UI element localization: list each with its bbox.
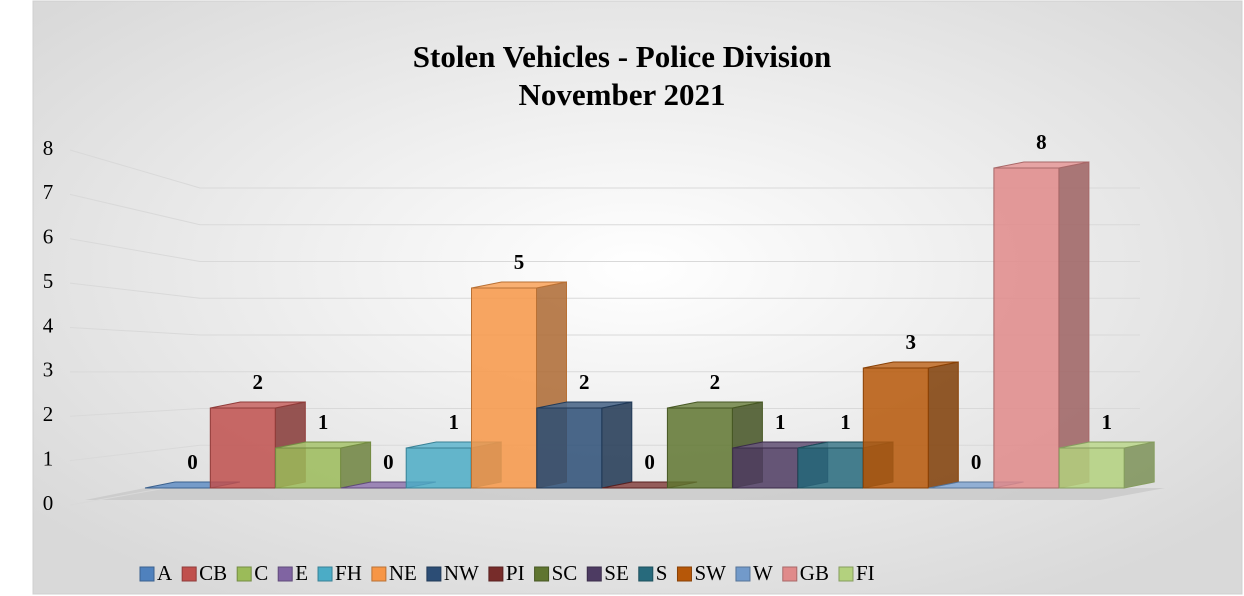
bar-front: [471, 287, 537, 489]
legend-label: SW: [694, 561, 726, 585]
grid-line: [69, 282, 1140, 299]
legend-swatch: [181, 566, 197, 582]
legend-swatch: [838, 566, 854, 582]
bar-front: [275, 447, 342, 489]
legend-swatch: [426, 566, 442, 582]
y-tick-label: 0: [43, 491, 54, 515]
bar-side: [601, 401, 633, 489]
y-tick-label: 6: [43, 225, 54, 249]
value-label: 0: [644, 450, 655, 474]
value-label: 0: [187, 450, 198, 474]
legend-swatch: [735, 566, 751, 582]
legend-swatch: [676, 566, 692, 582]
bar-front: [797, 447, 864, 489]
grid-line: [69, 327, 1140, 336]
value-label: 2: [579, 370, 590, 394]
grid-line: [69, 238, 1140, 262]
legend-label: CB: [199, 561, 227, 585]
y-tick-label: 2: [43, 402, 54, 426]
value-label: 1: [840, 410, 851, 434]
legend-swatch: [277, 566, 293, 582]
value-label: 8: [1036, 130, 1047, 154]
value-label: 1: [318, 410, 329, 434]
legend-label: S: [656, 561, 668, 585]
bar-side: [1123, 441, 1155, 489]
legend-label: GB: [800, 561, 829, 585]
bar-front: [405, 447, 472, 489]
legend-label: SE: [604, 561, 629, 585]
legend-label: PI: [506, 561, 525, 585]
bar: [536, 401, 633, 489]
legend-label: SC: [552, 561, 578, 585]
bar-side: [1058, 161, 1090, 489]
y-tick-label: 4: [43, 313, 54, 337]
value-label: 1: [775, 410, 786, 434]
legend-label: NE: [389, 561, 417, 585]
y-tick-label: 3: [43, 358, 54, 382]
legend-swatch: [236, 566, 252, 582]
chart-title: Stolen Vehicles - Police Division: [413, 39, 832, 74]
bar-front: [1058, 447, 1125, 489]
value-label: 5: [514, 250, 525, 274]
bar: [275, 441, 372, 489]
bar-front: [666, 407, 733, 489]
y-tick-label: 5: [43, 269, 54, 293]
floor: [85, 488, 1165, 500]
value-label: 2: [253, 370, 264, 394]
value-label: 2: [710, 370, 721, 394]
value-label: 1: [1101, 410, 1112, 434]
bar-front: [993, 167, 1060, 489]
y-tick-label: 1: [43, 446, 54, 470]
grid-line: [69, 193, 1140, 226]
legend-label: A: [157, 561, 173, 585]
grid-line: [69, 149, 1140, 189]
chart-subtitle: November 2021: [519, 77, 726, 112]
legend-swatch: [317, 566, 333, 582]
y-tick-label: 7: [43, 180, 54, 204]
legend-label: E: [295, 561, 308, 585]
bar: [993, 161, 1090, 489]
value-label: 0: [383, 450, 394, 474]
legend-swatch: [139, 566, 155, 582]
legend-swatch: [534, 566, 550, 582]
y-tick-label: 8: [43, 136, 54, 160]
legend-swatch: [586, 566, 602, 582]
value-label: 3: [906, 330, 917, 354]
legend-label: FH: [335, 561, 362, 585]
legend-swatch: [371, 566, 387, 582]
grid-line: [69, 408, 1140, 417]
legend-label: C: [254, 561, 268, 585]
legend-label: FI: [856, 561, 875, 585]
legend-swatch: [638, 566, 654, 582]
bar-front: [732, 447, 799, 489]
legend-label: W: [753, 561, 773, 585]
bar-front: [209, 407, 276, 489]
legend-swatch: [488, 566, 504, 582]
bar-side: [927, 361, 959, 489]
legend-swatch: [782, 566, 798, 582]
bar-front: [862, 367, 929, 489]
value-label: 0: [971, 450, 982, 474]
legend-label: NW: [444, 561, 479, 585]
value-label: 1: [448, 410, 459, 434]
bar: [862, 361, 959, 489]
bar-front: [536, 407, 603, 489]
bar-side: [340, 441, 372, 489]
bar: [1058, 441, 1155, 489]
